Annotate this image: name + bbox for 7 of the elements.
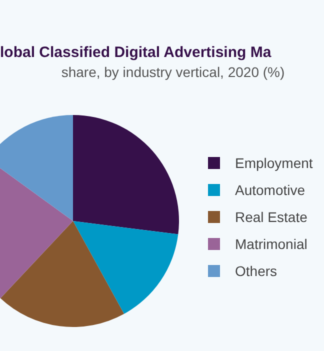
chart-title: lobal Classified Digital Advertising Ma [0,44,272,61]
legend-label: Others [235,263,278,279]
chart-subtitle: share, by industry vertical, 2020 (%) [61,64,285,80]
legend-label: Employment [235,155,313,171]
legend-label: Real Estate [235,209,308,225]
legend-label: Automotive [235,182,306,198]
legend-label: Matrimonial [235,236,308,252]
